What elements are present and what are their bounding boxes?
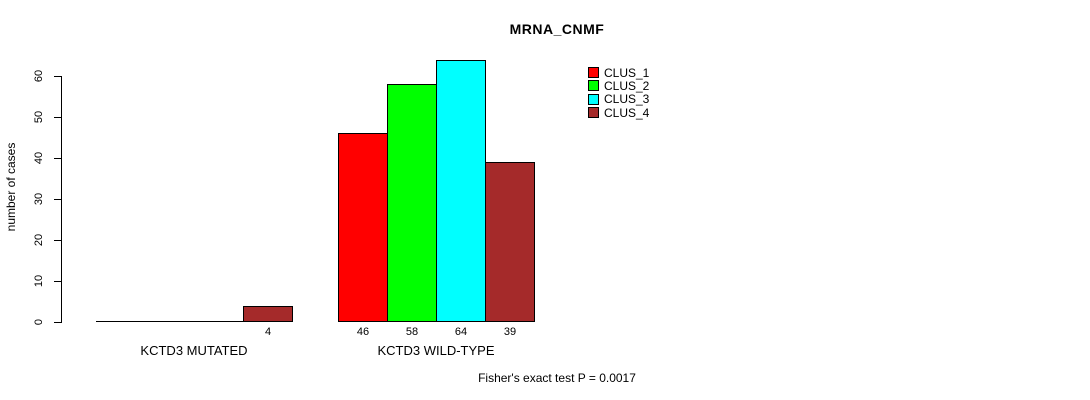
bar-clus_3-2 (436, 60, 486, 322)
legend-label: CLUS_2 (604, 78, 650, 93)
y-tick (54, 157, 61, 159)
bar-clus_2-2 (387, 84, 437, 322)
bar-clus_4-2 (485, 162, 535, 322)
zero-bar-clus_1-1 (96, 321, 146, 322)
legend-swatch-icon (588, 67, 599, 78)
y-axis-label: number of cases (4, 142, 18, 232)
zero-bar-clus_3-1 (194, 321, 244, 322)
legend-swatch-icon (588, 107, 599, 119)
legend-label: CLUS_1 (604, 65, 650, 80)
y-tick-label: 60 (33, 69, 45, 83)
y-tick (54, 280, 61, 282)
y-tick-label: 20 (33, 233, 45, 247)
y-tick-label: 10 (33, 274, 45, 288)
bar-clus_1-2 (338, 133, 388, 322)
legend-item-clus_2: CLUS_2 (588, 78, 650, 93)
legend-label: CLUS_3 (604, 92, 650, 107)
fisher-test-annotation: Fisher's exact test P = 0.0017 (478, 371, 636, 385)
bar-value-label: 58 (405, 326, 419, 338)
y-tick-label: 50 (33, 110, 45, 124)
legend: CLUS_1 CLUS_2 CLUS_3 CLUS_4 (588, 66, 649, 120)
legend-swatch-icon (588, 80, 599, 92)
bar-value-label: 46 (356, 326, 370, 338)
bar-value-label: 39 (503, 326, 517, 338)
y-tick-label: 30 (33, 192, 45, 206)
legend-item-clus_1: CLUS_1 (588, 65, 650, 80)
y-tick (54, 321, 61, 323)
y-tick (54, 75, 61, 77)
zero-bar-clus_2-1 (145, 321, 195, 322)
y-tick-label: 40 (33, 151, 45, 165)
bar-value-label: 64 (454, 326, 468, 338)
y-tick (54, 116, 61, 118)
x-category-label: KCTD3 MUTATED (140, 343, 248, 358)
y-tick (54, 239, 61, 241)
y-tick (54, 198, 61, 200)
y-axis-line (61, 76, 62, 323)
legend-swatch-icon (588, 93, 599, 105)
y-tick-label: 0 (33, 318, 45, 326)
chart-title: MRNA_CNMF (509, 21, 605, 37)
bar-clus_4-1 (243, 306, 293, 322)
legend-item-clus_4: CLUS_4 (588, 105, 650, 120)
legend-item-clus_3: CLUS_3 (588, 92, 650, 107)
x-category-label: KCTD3 WILD-TYPE (377, 343, 495, 358)
legend-label: CLUS_4 (604, 105, 650, 120)
bar-value-label: 4 (264, 326, 272, 338)
